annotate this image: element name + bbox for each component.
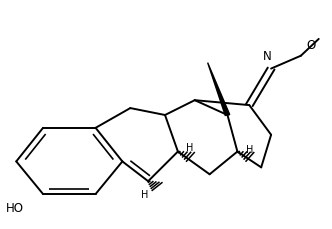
Polygon shape (208, 63, 230, 115)
Text: N: N (263, 50, 272, 63)
Text: O: O (307, 39, 316, 52)
Text: H: H (246, 145, 253, 155)
Text: HO: HO (6, 202, 24, 215)
Text: H: H (186, 143, 194, 153)
Text: H: H (141, 190, 148, 200)
